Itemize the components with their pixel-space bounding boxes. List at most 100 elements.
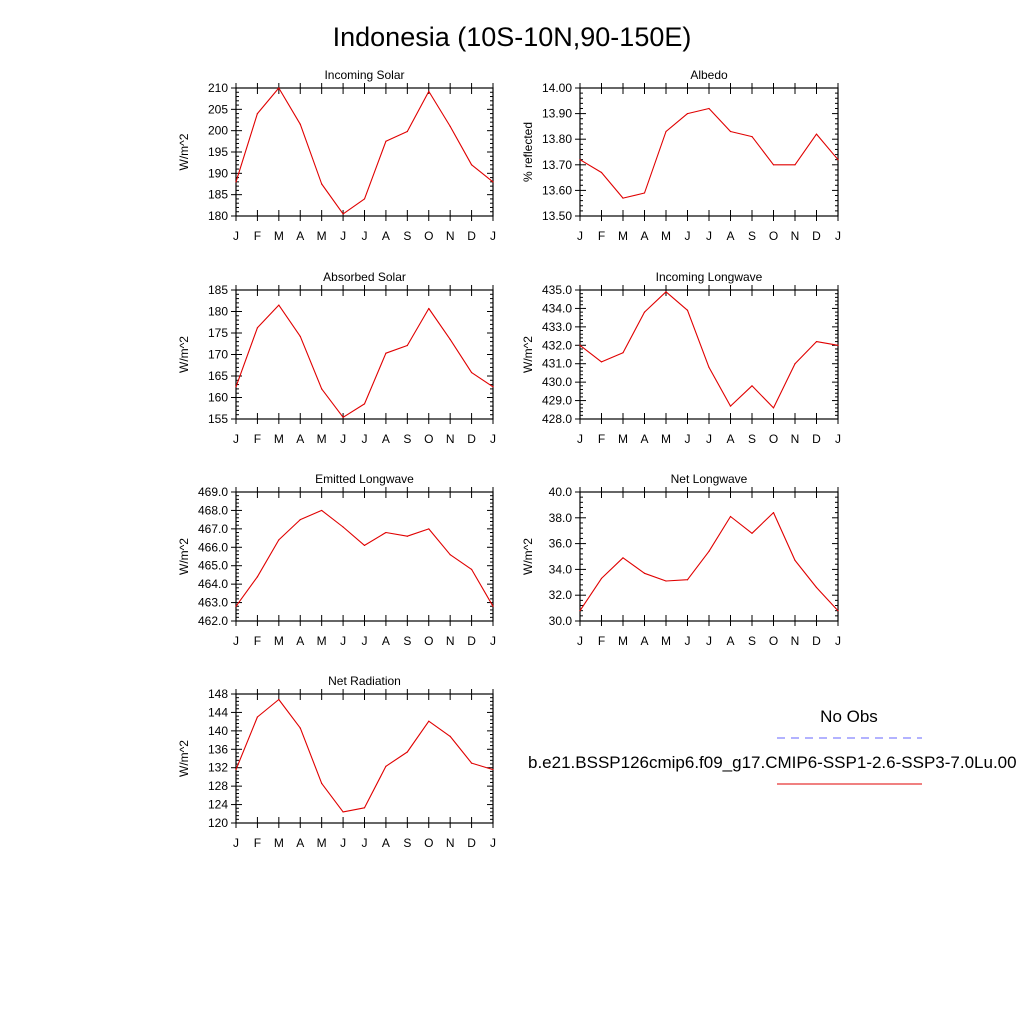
x-tick-label: J <box>233 836 239 850</box>
x-tick-label: J <box>340 836 346 850</box>
y-tick-label: 430.0 <box>542 375 572 389</box>
y-tick-label: 13.80 <box>542 132 572 146</box>
y-tick-label: 13.60 <box>542 183 572 197</box>
y-tick-label: 180 <box>208 305 228 319</box>
y-tick-label: 36.0 <box>549 537 573 551</box>
panel-net-radiation: Net Radiation W/m^2 148 144 140 136 132 128 124 1… <box>177 674 496 850</box>
data-point <box>579 344 581 346</box>
x-tick-label: A <box>726 229 734 243</box>
data-point <box>492 768 494 771</box>
legend-obs-label: No Obs <box>820 707 878 726</box>
x-tick-label: M <box>618 229 628 243</box>
data-point <box>794 363 796 365</box>
figure-title: Indonesia (10S-10N,90-150E) <box>333 22 692 52</box>
panels: Incoming Solar W/m^2 210 205 200 195 190 185 180… <box>177 68 841 850</box>
data-point <box>428 90 430 93</box>
panel-title: Incoming Solar <box>324 68 404 82</box>
data-point <box>256 576 259 578</box>
x-tick-label: M <box>618 432 628 446</box>
x-tick-label: D <box>812 432 821 446</box>
data-point <box>406 751 408 753</box>
x-tick-label: F <box>598 432 605 446</box>
data-point <box>278 304 280 306</box>
x-tick-label: J <box>340 229 346 243</box>
data-point <box>665 130 667 133</box>
x-tick-label: J <box>490 432 496 446</box>
data-point <box>321 782 323 784</box>
data-point <box>235 768 237 771</box>
x-tick-label: J <box>835 432 841 446</box>
series-line <box>579 107 839 199</box>
y-tick-label: 140 <box>208 724 228 738</box>
x-tick-label: O <box>424 836 433 850</box>
data-point <box>278 539 280 541</box>
data-point <box>385 140 387 142</box>
y-tick-label: 40.0 <box>549 485 573 499</box>
data-point <box>470 762 473 764</box>
data-point <box>708 107 710 110</box>
x-tick-label: J <box>706 634 712 648</box>
y-tick-label: 155 <box>208 412 228 426</box>
x-tick-label: M <box>274 634 284 648</box>
x-tick-label: M <box>317 836 327 850</box>
x-tick-label: M <box>661 229 671 243</box>
data-point <box>686 309 689 311</box>
data-point <box>492 386 494 388</box>
data-point <box>470 164 473 166</box>
y-tick-label: 195 <box>208 145 228 159</box>
x-tick-label: N <box>446 229 455 243</box>
y-tick-label: 434.0 <box>542 301 572 315</box>
data-point <box>665 291 667 293</box>
x-tick-label: J <box>233 432 239 446</box>
x-tick-label: O <box>424 634 433 648</box>
data-point <box>428 307 430 310</box>
x-tick-label: F <box>254 836 261 850</box>
y-tick-label: 463.0 <box>198 596 228 610</box>
data-point <box>406 535 408 537</box>
x-tick-label: A <box>382 836 390 850</box>
data-point <box>643 572 646 574</box>
plot-frame <box>235 491 494 622</box>
data-point <box>363 403 366 405</box>
y-tick-label: 462.0 <box>198 614 228 628</box>
data-point <box>643 311 646 313</box>
data-point <box>492 181 494 183</box>
y-tick-label: 466.0 <box>198 540 228 554</box>
series-line <box>579 512 839 612</box>
y-axis-label: W/m^2 <box>177 538 191 575</box>
x-tick-label: S <box>748 432 756 446</box>
data-point <box>643 192 646 194</box>
x-tick-label: M <box>317 432 327 446</box>
x-tick-label: J <box>490 634 496 648</box>
data-point <box>686 579 689 581</box>
data-point <box>751 385 753 387</box>
x-tick-label: S <box>403 432 411 446</box>
data-point <box>729 130 732 133</box>
x-tick-label: A <box>640 634 648 648</box>
panel-title: Net Radiation <box>328 674 401 688</box>
x-tick-label: N <box>791 432 800 446</box>
y-tick-label: 170 <box>208 348 228 362</box>
data-point <box>622 197 624 199</box>
data-point <box>299 123 301 125</box>
y-tick-label: 13.50 <box>542 209 572 223</box>
x-tick-label: D <box>467 634 476 648</box>
x-tick-label: J <box>685 229 691 243</box>
legend: No Obs b.e21.BSSP126cmip6.f09_g17.CMIP6-… <box>528 707 1017 785</box>
data-point <box>708 366 710 368</box>
x-tick-label: A <box>296 432 304 446</box>
legend-model-label: b.e21.BSSP126cmip6.f09_g17.CMIP6-SSP1-2.… <box>528 753 1017 772</box>
x-tick-label: F <box>598 229 605 243</box>
data-point <box>600 577 603 580</box>
x-tick-label: J <box>340 432 346 446</box>
data-point <box>406 344 408 347</box>
x-tick-label: N <box>791 229 800 243</box>
y-tick-label: 144 <box>208 705 228 719</box>
data-point <box>772 164 775 166</box>
data-point <box>751 532 753 534</box>
panel-title: Absorbed Solar <box>323 270 406 284</box>
y-tick-label: 38.0 <box>549 511 573 525</box>
x-tick-label: J <box>362 836 368 850</box>
x-tick-label: J <box>835 229 841 243</box>
